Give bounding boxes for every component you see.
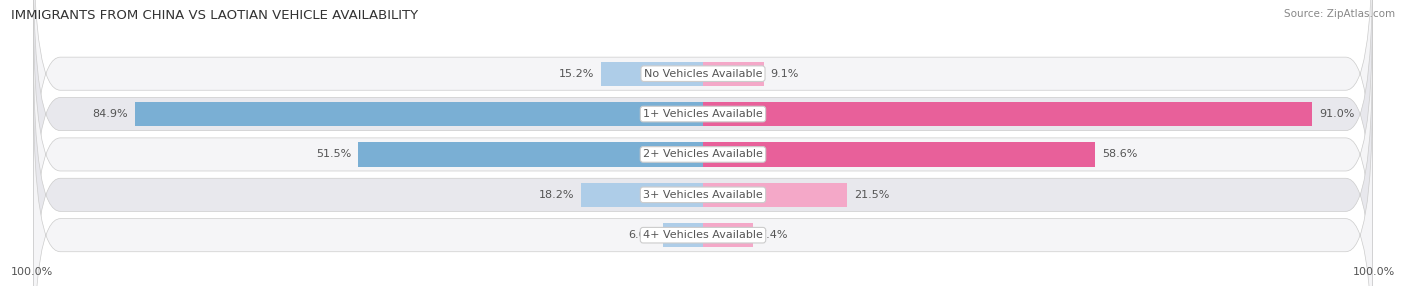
Bar — [135, 102, 703, 126]
FancyBboxPatch shape — [34, 90, 1372, 286]
Text: 91.0%: 91.0% — [1319, 109, 1354, 119]
Text: 9.1%: 9.1% — [770, 69, 799, 79]
Text: 4+ Vehicles Available: 4+ Vehicles Available — [643, 230, 763, 240]
Text: 51.5%: 51.5% — [316, 150, 352, 159]
Bar — [581, 183, 703, 207]
Bar — [703, 142, 1095, 166]
Bar — [602, 61, 703, 86]
Bar — [703, 61, 763, 86]
Bar — [359, 142, 703, 166]
Text: No Vehicles Available: No Vehicles Available — [644, 69, 762, 79]
Bar — [662, 223, 703, 247]
Bar — [703, 183, 846, 207]
FancyBboxPatch shape — [34, 0, 1372, 219]
FancyBboxPatch shape — [34, 0, 1372, 259]
Text: 2+ Vehicles Available: 2+ Vehicles Available — [643, 150, 763, 159]
Text: 100.0%: 100.0% — [11, 267, 53, 277]
Text: 6.0%: 6.0% — [628, 230, 657, 240]
Text: 100.0%: 100.0% — [1353, 267, 1395, 277]
Text: IMMIGRANTS FROM CHINA VS LAOTIAN VEHICLE AVAILABILITY: IMMIGRANTS FROM CHINA VS LAOTIAN VEHICLE… — [11, 9, 419, 21]
Text: 3+ Vehicles Available: 3+ Vehicles Available — [643, 190, 763, 200]
FancyBboxPatch shape — [34, 9, 1372, 286]
Text: 15.2%: 15.2% — [560, 69, 595, 79]
Bar — [703, 223, 752, 247]
Text: 1+ Vehicles Available: 1+ Vehicles Available — [643, 109, 763, 119]
Text: 58.6%: 58.6% — [1102, 150, 1137, 159]
Text: 7.4%: 7.4% — [759, 230, 787, 240]
Bar — [703, 102, 1312, 126]
Text: 84.9%: 84.9% — [93, 109, 128, 119]
Text: 21.5%: 21.5% — [853, 190, 889, 200]
Text: 18.2%: 18.2% — [538, 190, 575, 200]
Text: Source: ZipAtlas.com: Source: ZipAtlas.com — [1284, 9, 1395, 19]
FancyBboxPatch shape — [34, 50, 1372, 286]
